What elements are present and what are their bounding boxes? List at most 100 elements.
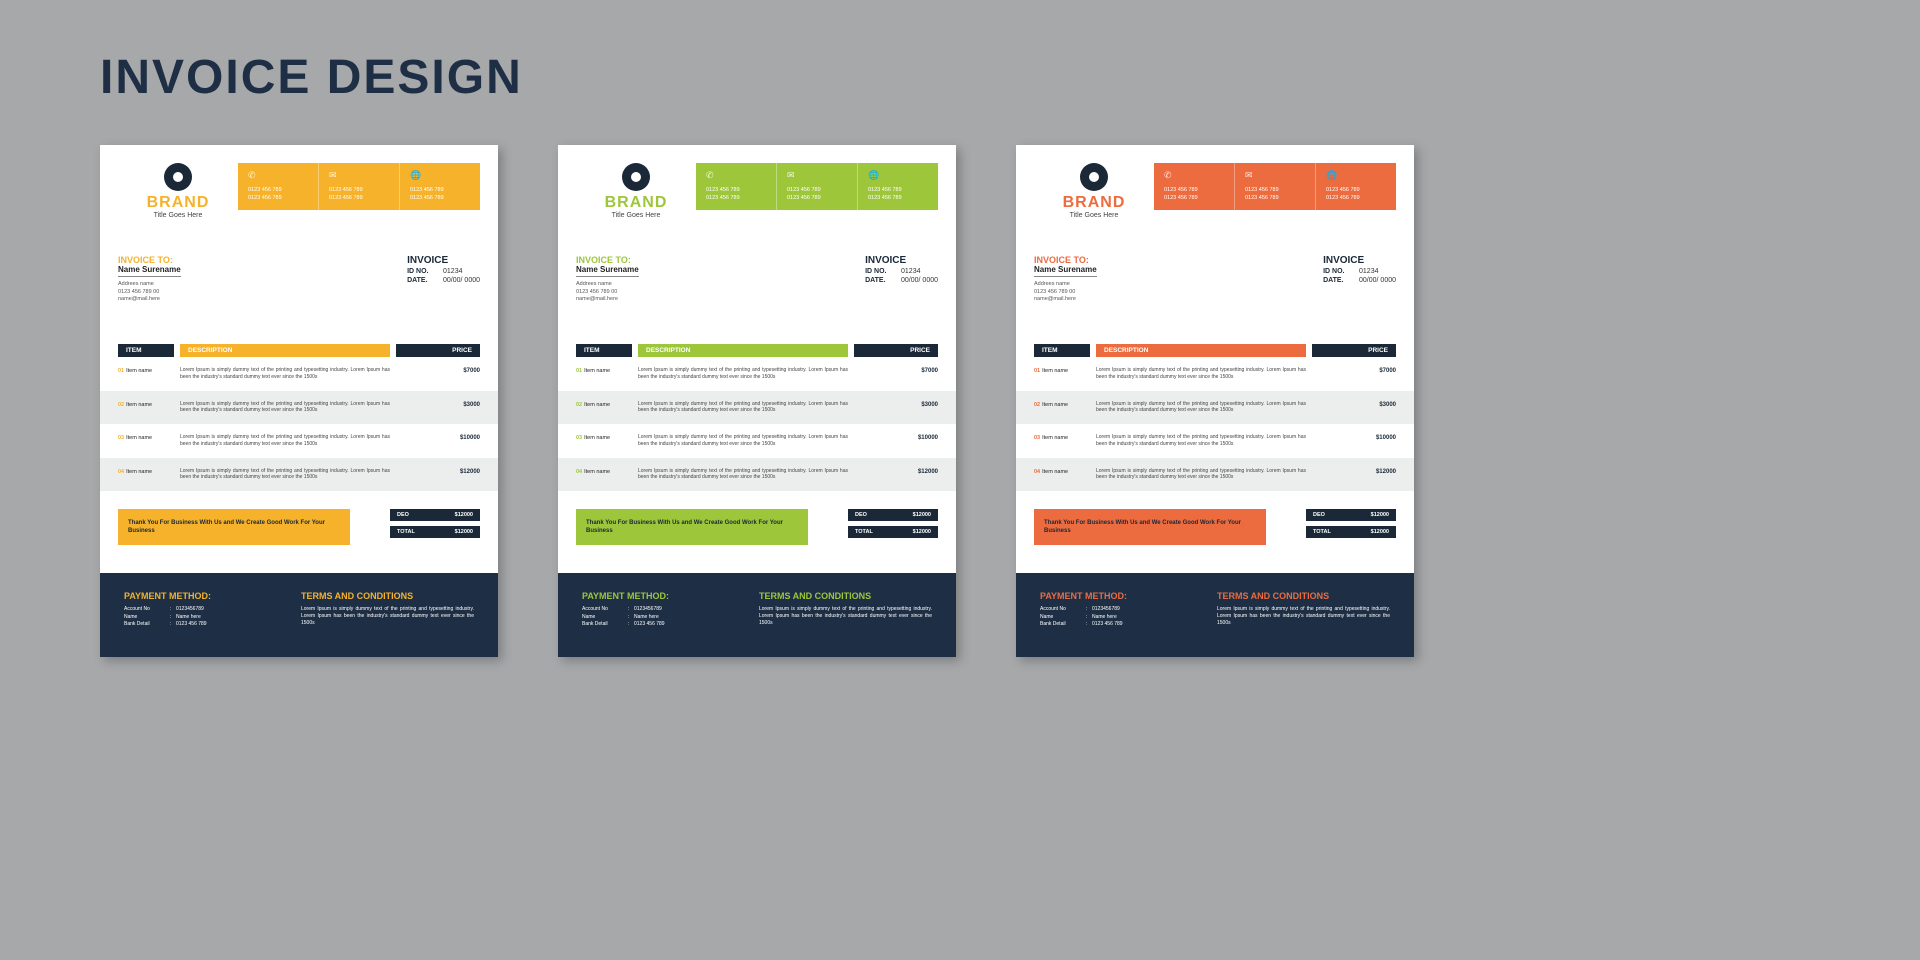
contact-web: 🌐 0123 456 789 0123 456 789 bbox=[400, 163, 480, 210]
date-label: DATE. bbox=[407, 277, 441, 284]
invoice-date: DATE. 00/00/ 0000 bbox=[865, 277, 938, 284]
payment-method-block: PAYMENT METHOD: Account No:0123456789 Na… bbox=[582, 591, 729, 629]
summary-row: Thank You For Business With Us and We Cr… bbox=[118, 509, 480, 545]
invoice-to-heading: INVOICE TO: bbox=[576, 255, 639, 265]
payment-method-block: PAYMENT METHOD: Account No:0123456789 Na… bbox=[1040, 591, 1187, 629]
client-phone: 0123 456 789 00 bbox=[118, 289, 181, 297]
cell-price: $3000 bbox=[854, 401, 938, 415]
row-num: 01 bbox=[1034, 368, 1040, 374]
invoice-meta-block: INVOICE ID NO. 01234 DATE. 00/00/ 0000 bbox=[1323, 255, 1396, 304]
brand-tagline: Title Goes Here bbox=[1034, 212, 1154, 219]
row-name: Item name bbox=[584, 469, 610, 475]
cell-item: 01Item name bbox=[118, 367, 174, 381]
logo-icon bbox=[622, 163, 650, 191]
contact-line: 0123 456 789 bbox=[329, 186, 393, 194]
invoice-to-block: INVOICE TO: Name Surename Addrees name 0… bbox=[1034, 255, 1097, 304]
totals-column: DEO $12000 TOTAL$12000 bbox=[848, 509, 938, 538]
client-email: name@mail.here bbox=[118, 296, 181, 304]
row-num: 02 bbox=[576, 402, 582, 408]
table-header: ITEM DESCRIPTION PRICE bbox=[1034, 344, 1396, 357]
contact-line: 0123 456 789 bbox=[329, 194, 393, 202]
contact-line: 0123 456 789 bbox=[706, 186, 770, 194]
contact-line: 0123 456 789 bbox=[410, 194, 474, 202]
contact-line: 0123 456 789 bbox=[1245, 194, 1309, 202]
cell-price: $7000 bbox=[854, 367, 938, 381]
cell-desc: Lorem Ipsum is simply dummy text of the … bbox=[180, 468, 390, 482]
row-num: 03 bbox=[1034, 435, 1040, 441]
payment-row: Account No:0123456789 bbox=[1040, 606, 1187, 614]
cell-price: $7000 bbox=[396, 367, 480, 381]
table-row: 01Item name Lorem Ipsum is simply dummy … bbox=[576, 357, 938, 391]
th-description: DESCRIPTION bbox=[180, 344, 390, 357]
payment-heading: PAYMENT METHOD: bbox=[1040, 591, 1187, 601]
contact-line: 0123 456 789 bbox=[787, 194, 851, 202]
total-chip: TOTAL$12000 bbox=[848, 526, 938, 538]
payment-value: 0123456789 bbox=[1092, 606, 1120, 614]
contact-web: 🌐 0123 456 789 0123 456 789 bbox=[1316, 163, 1396, 210]
client-email: name@mail.here bbox=[1034, 296, 1097, 304]
cell-desc: Lorem Ipsum is simply dummy text of the … bbox=[180, 434, 390, 448]
payment-heading: PAYMENT METHOD: bbox=[582, 591, 729, 601]
client-phone: 0123 456 789 00 bbox=[1034, 289, 1097, 297]
invoice-footer: PAYMENT METHOD: Account No:0123456789 Na… bbox=[1016, 573, 1414, 657]
contact-line: 0123 456 789 bbox=[1164, 186, 1228, 194]
contact-line: 0123 456 789 bbox=[706, 194, 770, 202]
cell-price: $12000 bbox=[1312, 468, 1396, 482]
total-value: $12000 bbox=[913, 512, 931, 518]
cell-desc: Lorem Ipsum is simply dummy text of the … bbox=[1096, 401, 1306, 415]
table-row: 03Item name Lorem Ipsum is simply dummy … bbox=[1034, 424, 1396, 458]
total-label: TOTAL bbox=[855, 529, 873, 535]
contact-mail: ✉ 0123 456 789 0123 456 789 bbox=[777, 163, 858, 210]
contact-strip: ✆ 0123 456 789 0123 456 789 ✉ 0123 456 7… bbox=[1154, 163, 1396, 210]
total-label: TOTAL bbox=[397, 529, 415, 535]
contact-line: 0123 456 789 bbox=[868, 186, 932, 194]
row-name: Item name bbox=[584, 368, 610, 374]
client-phone: 0123 456 789 00 bbox=[576, 289, 639, 297]
id-label: ID NO. bbox=[407, 268, 441, 275]
cell-item: 03Item name bbox=[576, 434, 632, 448]
date-value: 00/00/ 0000 bbox=[901, 277, 938, 284]
invoice-title: INVOICE bbox=[407, 255, 480, 266]
cell-desc: Lorem Ipsum is simply dummy text of the … bbox=[638, 434, 848, 448]
row-name: Item name bbox=[584, 435, 610, 441]
table-row: 02Item name Lorem Ipsum is simply dummy … bbox=[558, 391, 956, 425]
payment-value: Name here bbox=[634, 614, 659, 622]
id-value: 01234 bbox=[901, 268, 920, 275]
row-num: 03 bbox=[118, 435, 124, 441]
cell-desc: Lorem Ipsum is simply dummy text of the … bbox=[180, 367, 390, 381]
client-address: Addrees name bbox=[576, 281, 639, 289]
row-name: Item name bbox=[1042, 402, 1068, 408]
row-num: 02 bbox=[1034, 402, 1040, 408]
terms-body: Lorem Ipsum is simply dummy text of the … bbox=[1217, 606, 1390, 626]
client-email: name@mail.here bbox=[576, 296, 639, 304]
table-body: 01Item name Lorem Ipsum is simply dummy … bbox=[576, 357, 938, 491]
contact-line: 0123 456 789 bbox=[248, 194, 312, 202]
payment-value: 0123456789 bbox=[634, 606, 662, 614]
invoice-footer: PAYMENT METHOD: Account No:0123456789 Na… bbox=[558, 573, 956, 657]
payment-method-block: PAYMENT METHOD: Account No:0123456789 Na… bbox=[124, 591, 271, 629]
invoice-header: BRAND Title Goes Here ✆ 0123 456 789 012… bbox=[1016, 145, 1414, 219]
cell-price: $3000 bbox=[396, 401, 480, 415]
cell-desc: Lorem Ipsum is simply dummy text of the … bbox=[180, 401, 390, 415]
brand-tagline: Title Goes Here bbox=[118, 212, 238, 219]
thank-you-box: Thank You For Business With Us and We Cr… bbox=[576, 509, 808, 545]
date-label: DATE. bbox=[1323, 277, 1357, 284]
total-label: DEO bbox=[855, 512, 867, 518]
payment-key: Bank Detail bbox=[582, 621, 628, 629]
payment-row: Account No:0123456789 bbox=[582, 606, 729, 614]
payment-heading: PAYMENT METHOD: bbox=[124, 591, 271, 601]
terms-block: TERMS AND CONDITIONS Lorem Ipsum is simp… bbox=[301, 591, 474, 629]
date-value: 00/00/ 0000 bbox=[443, 277, 480, 284]
row-name: Item name bbox=[126, 435, 152, 441]
payment-row: Bank Detail:0123 456 789 bbox=[582, 621, 729, 629]
invoice-id: ID NO. 01234 bbox=[1323, 268, 1396, 275]
payment-value: 0123456789 bbox=[176, 606, 204, 614]
id-value: 01234 bbox=[1359, 268, 1378, 275]
terms-heading: TERMS AND CONDITIONS bbox=[759, 591, 932, 601]
cell-desc: Lorem Ipsum is simply dummy text of the … bbox=[1096, 367, 1306, 381]
row-name: Item name bbox=[126, 368, 152, 374]
contact-strip: ✆ 0123 456 789 0123 456 789 ✉ 0123 456 7… bbox=[696, 163, 938, 210]
row-name: Item name bbox=[1042, 435, 1068, 441]
logo-icon bbox=[164, 163, 192, 191]
payment-row: Name:Name here bbox=[582, 614, 729, 622]
